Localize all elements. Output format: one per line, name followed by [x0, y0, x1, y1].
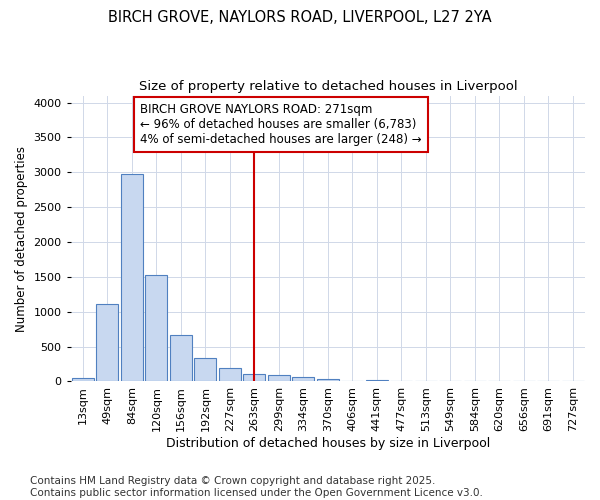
- Bar: [121, 174, 143, 382]
- Bar: [145, 275, 167, 382]
- Text: Contains HM Land Registry data © Crown copyright and database right 2025.
Contai: Contains HM Land Registry data © Crown c…: [30, 476, 483, 498]
- Bar: [268, 375, 290, 382]
- X-axis label: Distribution of detached houses by size in Liverpool: Distribution of detached houses by size …: [166, 437, 490, 450]
- Bar: [194, 358, 217, 382]
- Bar: [341, 381, 364, 382]
- Bar: [317, 380, 339, 382]
- Bar: [366, 380, 388, 382]
- Bar: [97, 304, 118, 382]
- Text: BIRCH GROVE NAYLORS ROAD: 271sqm
← 96% of detached houses are smaller (6,783)
4%: BIRCH GROVE NAYLORS ROAD: 271sqm ← 96% o…: [140, 102, 422, 146]
- Bar: [244, 374, 265, 382]
- Bar: [292, 377, 314, 382]
- Bar: [170, 336, 192, 382]
- Bar: [219, 368, 241, 382]
- Bar: [72, 378, 94, 382]
- Text: BIRCH GROVE, NAYLORS ROAD, LIVERPOOL, L27 2YA: BIRCH GROVE, NAYLORS ROAD, LIVERPOOL, L2…: [108, 10, 492, 25]
- Y-axis label: Number of detached properties: Number of detached properties: [15, 146, 28, 332]
- Title: Size of property relative to detached houses in Liverpool: Size of property relative to detached ho…: [139, 80, 517, 93]
